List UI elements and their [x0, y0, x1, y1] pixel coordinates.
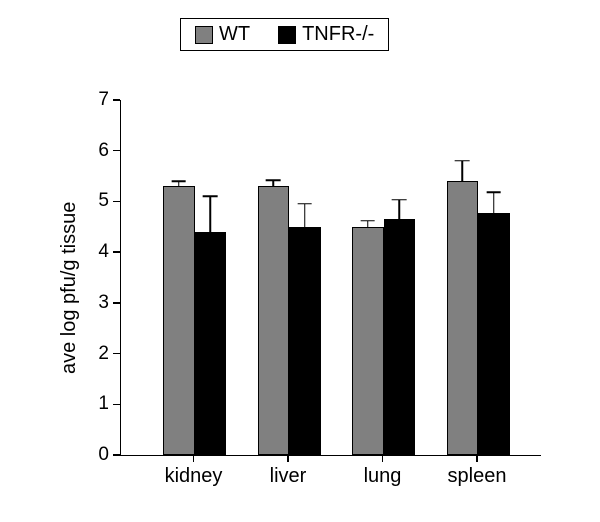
error-cap [360, 220, 375, 222]
y-tick-label: 6 [98, 140, 109, 162]
error-line [304, 204, 306, 227]
error-cap [266, 179, 281, 181]
y-tick-label: 5 [98, 190, 109, 212]
bar-tnfr [289, 227, 321, 455]
legend-item: WT [195, 23, 250, 46]
bar-tnfr [195, 232, 227, 455]
legend: WT TNFR-/- [180, 18, 389, 51]
legend-swatch [278, 26, 296, 44]
y-tick [113, 404, 120, 406]
error-line [273, 180, 275, 186]
bar-tnfr [478, 213, 510, 455]
error-cap [203, 196, 218, 198]
error-line [493, 192, 495, 212]
y-tick-label: 1 [98, 393, 109, 415]
bar-wt [447, 181, 479, 455]
y-tick [113, 302, 120, 304]
x-category-label: spleen [448, 465, 507, 488]
bar-tnfr [384, 219, 416, 455]
y-tick [113, 150, 120, 152]
x-tick [287, 455, 289, 462]
error-line [210, 196, 212, 232]
error-cap [392, 199, 407, 201]
legend-item: TNFR-/- [278, 23, 374, 46]
y-tick-label: 0 [98, 444, 109, 466]
x-tick [382, 455, 384, 462]
legend-label: TNFR-/- [302, 23, 374, 46]
error-line [178, 181, 180, 186]
error-cap [171, 180, 186, 182]
legend-label: WT [219, 23, 250, 46]
y-tick [113, 201, 120, 203]
y-axis-title: ave log pfu/g tissue [58, 201, 81, 373]
error-line [399, 200, 401, 219]
x-tick [476, 455, 478, 462]
bar-wt [163, 186, 195, 455]
x-tick [193, 455, 195, 462]
chart-stage: WT TNFR-/- ave log pfu/g tissue 0 1 2 3 4 5 6 7 k… [0, 0, 600, 522]
x-category-label: lung [364, 465, 402, 488]
legend-swatch [195, 26, 213, 44]
y-tick [113, 99, 120, 101]
y-tick [113, 353, 120, 355]
y-tick [113, 454, 120, 456]
plot-area [120, 100, 541, 456]
error-line [462, 161, 464, 181]
y-tick-label: 2 [98, 343, 109, 365]
error-cap [455, 160, 470, 162]
y-tick [113, 251, 120, 253]
y-tick-label: 4 [98, 241, 109, 263]
bar-wt [258, 186, 290, 455]
x-category-label: kidney [165, 465, 223, 488]
error-cap [486, 192, 501, 194]
error-line [367, 221, 369, 227]
y-tick-label: 3 [98, 292, 109, 314]
x-category-label: liver [270, 465, 307, 488]
bar-wt [352, 227, 384, 455]
y-tick-label: 7 [98, 89, 109, 111]
error-cap [297, 203, 312, 205]
